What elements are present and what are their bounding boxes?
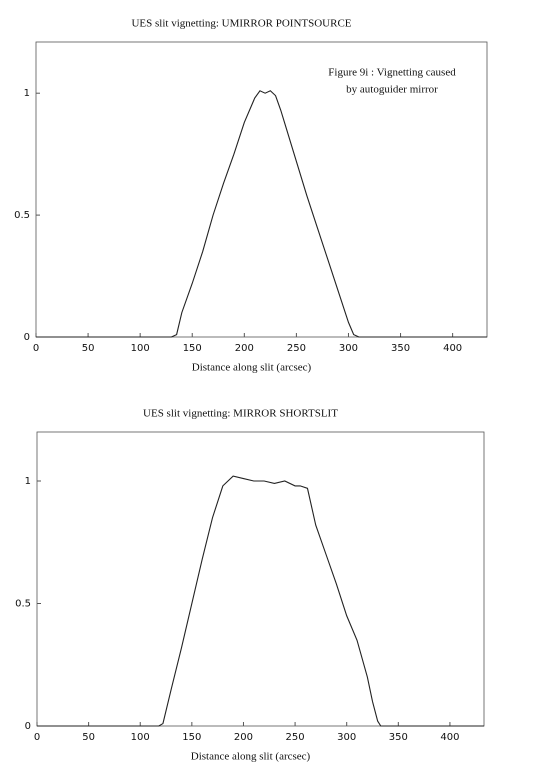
x-tick-label: 0 <box>33 343 39 354</box>
plot-frame <box>36 431 485 727</box>
annotation: Figure 9i : Vignetting caused <box>328 67 456 79</box>
x-tick-label: 250 <box>287 343 306 354</box>
x-tick-label: 150 <box>182 732 201 743</box>
x-tick-label: 300 <box>339 343 358 354</box>
x-tick-label: 50 <box>82 343 95 354</box>
x-tick-label: 250 <box>286 732 305 743</box>
x-axis-label: Distance along slit (arcsec) <box>192 362 312 374</box>
chart-title: UES slit vignetting: MIRROR SHORTSLIT <box>143 408 338 420</box>
x-tick-label: 100 <box>131 343 150 354</box>
x-tick-label: 400 <box>440 732 459 743</box>
x-tick-label: 150 <box>183 343 202 354</box>
y-tick-label: 1 <box>24 88 30 99</box>
data-line <box>36 90 487 338</box>
data-line <box>37 475 484 727</box>
plot-frame <box>35 41 488 338</box>
y-tick-label: 0 <box>25 721 31 732</box>
chart-title: UES slit vignetting: UMIRROR POINTSOURCE <box>131 18 351 30</box>
x-axis-label: Distance along slit (arcsec) <box>191 751 311 763</box>
x-tick-label: 300 <box>337 732 356 743</box>
x-tick-label: 200 <box>234 732 253 743</box>
y-tick-label: 0 <box>24 332 30 343</box>
x-tick-label: 400 <box>443 343 462 354</box>
y-tick-label: 0.5 <box>14 210 30 221</box>
annotation: by autoguider mirror <box>346 84 438 96</box>
x-tick-label: 0 <box>34 732 40 743</box>
x-tick-label: 50 <box>82 732 95 743</box>
x-tick-label: 350 <box>391 343 410 354</box>
x-tick-label: 100 <box>131 732 150 743</box>
x-tick-label: 200 <box>235 343 254 354</box>
y-tick-label: 0.5 <box>15 599 31 610</box>
x-tick-label: 350 <box>389 732 408 743</box>
y-tick-label: 1 <box>25 476 31 487</box>
